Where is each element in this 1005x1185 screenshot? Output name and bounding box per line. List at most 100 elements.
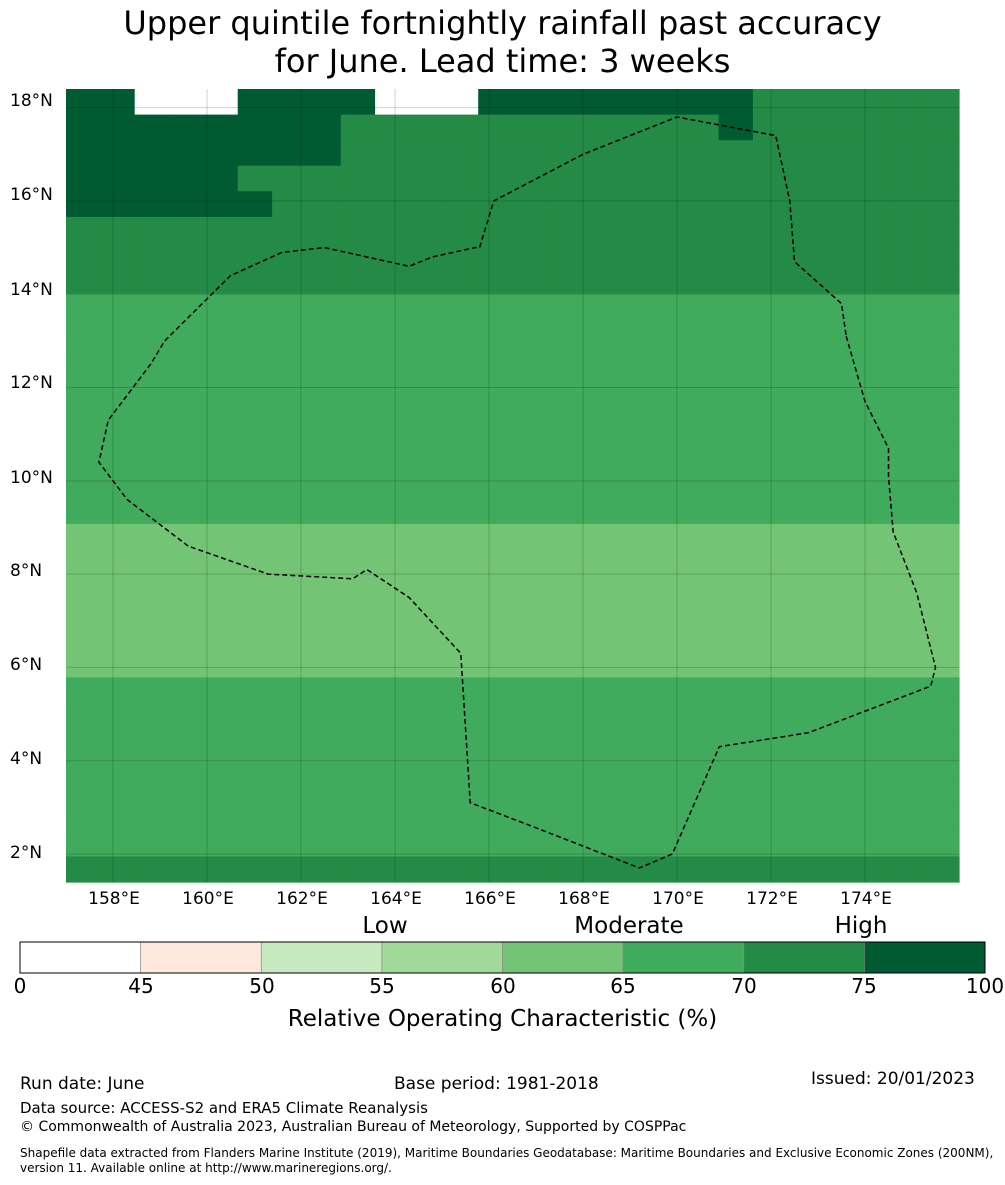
grid-cell (718, 114, 754, 141)
grid-cell (821, 344, 857, 371)
grid-cell (443, 140, 479, 167)
grid-cell (203, 498, 239, 525)
grid-cell (375, 293, 410, 320)
grid-cell (443, 830, 479, 857)
colorbar-swatch (622, 941, 744, 974)
grid-cell (100, 626, 136, 653)
grid-cell (375, 523, 410, 551)
accuracy-grid-cells (66, 89, 960, 883)
grid-cell (649, 165, 685, 192)
grid-cell (615, 242, 651, 269)
grid-cell (856, 498, 891, 525)
grid-cell (169, 677, 204, 704)
grid-cell (169, 575, 204, 602)
grid-cell (512, 268, 548, 295)
grid-cell (924, 754, 960, 781)
grid-cell (375, 165, 410, 192)
grid-cell (306, 856, 342, 883)
grid-cell (478, 421, 514, 448)
grid-cell (581, 319, 617, 346)
grid-cell (718, 702, 754, 730)
grid-cell (718, 370, 754, 397)
grid-cell (924, 447, 960, 474)
grid-cell (856, 165, 891, 192)
grid-cell (890, 447, 926, 474)
grid-cell (66, 728, 101, 755)
grid-cell (169, 830, 204, 857)
grid-cell (478, 779, 514, 806)
grid-cell (237, 421, 273, 448)
grid-cell (890, 140, 926, 167)
grid-cell (237, 242, 273, 269)
grid-cell (649, 293, 685, 320)
grid-cell (169, 600, 204, 627)
grid-cell (546, 447, 582, 474)
grid-cell (856, 856, 891, 883)
grid-cell (340, 165, 376, 192)
grid-cell (581, 89, 617, 116)
category-label-high: High (834, 913, 888, 939)
colorbar-frame (19, 941, 986, 974)
grid-cell (203, 779, 239, 806)
grid-cell (134, 498, 170, 525)
grid-cell (478, 498, 514, 525)
grid-cell (203, 702, 239, 730)
grid-cell (100, 140, 136, 167)
grid-cell (821, 472, 857, 499)
grid-cell (684, 754, 720, 781)
grid-cell (306, 447, 342, 474)
grid-cell (169, 728, 204, 755)
grid-cell (752, 779, 788, 806)
grid-cell (787, 421, 823, 448)
grid-cell (546, 319, 582, 346)
grid-cell (924, 805, 960, 832)
grid-cell (375, 651, 410, 678)
grid-cell (512, 523, 548, 551)
grid-cell (752, 140, 788, 167)
grid-cell (649, 677, 685, 704)
grid-cell (375, 242, 410, 269)
grid-cell (890, 805, 926, 832)
grid-cell (787, 396, 823, 423)
grid-cell (409, 396, 445, 423)
grid-cell (134, 575, 170, 602)
grid-cell (787, 472, 823, 499)
grid-cell (272, 268, 307, 295)
grid-cell (134, 89, 170, 116)
grid-cell (375, 344, 410, 371)
grid-cell (306, 472, 342, 499)
grid-cell (203, 600, 239, 627)
grid-cell (134, 472, 170, 499)
grid-cell (546, 805, 582, 832)
grid-cell (478, 805, 514, 832)
grid-cell (203, 165, 239, 192)
grid-cell (443, 856, 479, 883)
grid-cell (66, 498, 101, 525)
grid-cell (512, 805, 548, 832)
grid-cell (856, 191, 891, 218)
grid-cell (615, 805, 651, 832)
grid-cell (546, 344, 582, 371)
grid-cell (856, 805, 891, 832)
grid-cell (100, 268, 136, 295)
grid-cell (718, 728, 754, 755)
grid-cell (66, 421, 101, 448)
grid-cell (66, 779, 101, 806)
grid-cell (134, 396, 170, 423)
grid-cell (340, 216, 376, 244)
grid-cell (409, 677, 445, 704)
grid-cell (684, 268, 720, 295)
grid-cell (581, 754, 617, 781)
colorbar-swatch (381, 941, 503, 974)
grid-cell (409, 651, 445, 678)
grid-cell (924, 728, 960, 755)
grid-cell (375, 702, 410, 730)
grid-cell (100, 575, 136, 602)
grid-cell (924, 472, 960, 499)
grid-cell (66, 830, 101, 857)
grid-cell (100, 319, 136, 346)
grid-cell (272, 805, 307, 832)
grid-cell (924, 319, 960, 346)
grid-cell (203, 216, 239, 244)
grid-cell (581, 472, 617, 499)
